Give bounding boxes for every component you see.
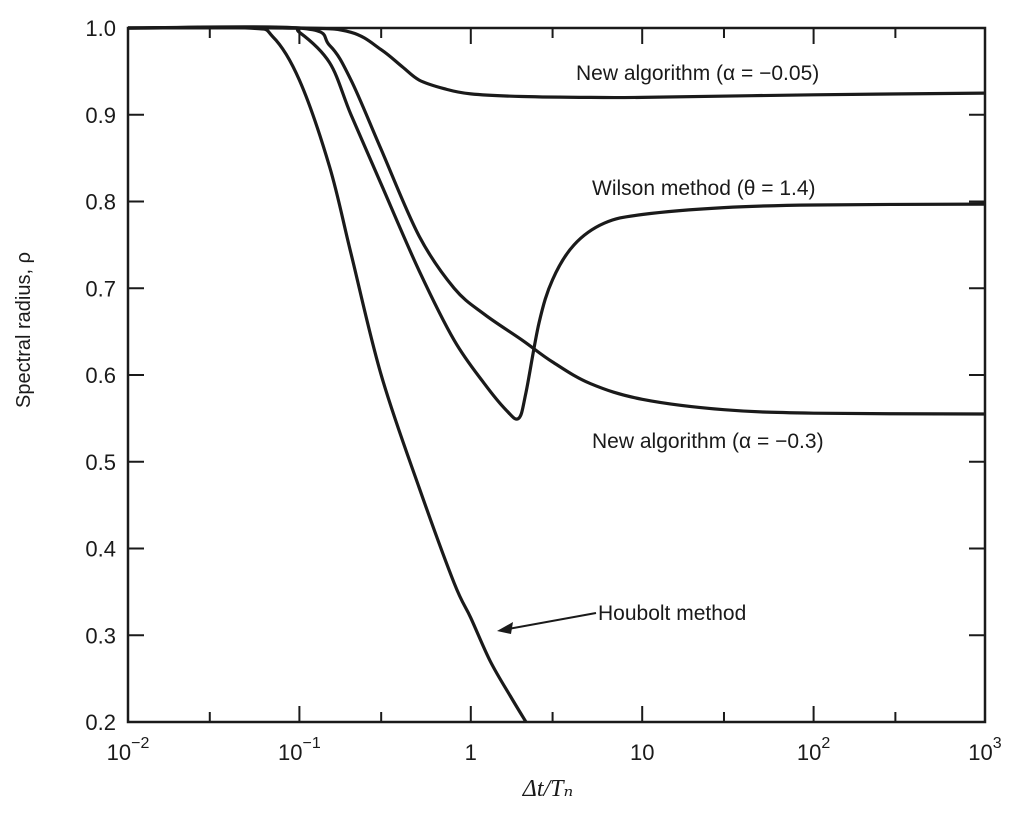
x-tick-base: 10 <box>630 740 654 765</box>
x-tick-base: 10 <box>278 740 302 765</box>
plot-frame <box>126 26 987 724</box>
series-annotation: New algorithm (α = −0.3) <box>592 430 824 453</box>
x-ticks: 10−2 10−1 1 10 102 103 <box>107 28 1002 765</box>
series-new-algorithm-alpha-03 <box>127 25 986 416</box>
y-tick-label: 0.8 <box>85 190 116 215</box>
x-axis-label: Δt/Tₙ <box>522 776 574 802</box>
y-axis-label: Spectral radius, ρ <box>13 252 35 408</box>
y-ticks: 0.2 0.3 0.4 0.5 0.6 0.7 0.8 0.9 1.0 <box>85 16 985 735</box>
x-tick-label: 1 <box>465 740 477 765</box>
y-tick-label: 0.4 <box>85 537 116 562</box>
series-layer <box>127 25 986 723</box>
x-tick-label: 10 <box>630 740 654 765</box>
x-tick-base: 10 <box>968 740 992 765</box>
houbolt-pointer-line <box>507 612 597 630</box>
series-wilson-method <box>127 26 986 421</box>
annotation-layer: New algorithm (α = −0.05) Wilson method (… <box>497 62 824 634</box>
y-tick-label: 0.5 <box>85 450 116 475</box>
y-tick-label: 1.0 <box>85 16 116 41</box>
y-tick-label: 0.6 <box>85 363 116 388</box>
y-tick-label: 0.9 <box>85 103 116 128</box>
series-annotation: Houbolt method <box>598 602 746 625</box>
x-tick-exponent: 2 <box>821 735 830 752</box>
x-tick-exponent: 3 <box>993 735 1002 752</box>
x-tick-label: 10−2 <box>107 735 150 765</box>
x-tick-base: 10 <box>797 740 821 765</box>
x-tick-label: 103 <box>968 735 1001 765</box>
x-tick-exponent: −2 <box>131 735 149 752</box>
series-annotation: New algorithm (α = −0.05) <box>576 62 819 85</box>
x-tick-label: 102 <box>797 735 830 765</box>
x-tick-exponent: −1 <box>303 735 321 752</box>
y-tick-label: 0.3 <box>85 623 116 648</box>
y-tick-label: 0.2 <box>85 710 116 735</box>
series-annotation: Wilson method (θ = 1.4) <box>592 177 816 200</box>
series-houbolt-method <box>127 25 528 723</box>
series-new-algorithm-alpha-005 <box>127 26 986 100</box>
x-tick-base: 10 <box>107 740 131 765</box>
x-tick-label: 10−1 <box>278 735 321 765</box>
x-tick-base: 1 <box>465 740 477 765</box>
houbolt-pointer-arrowhead <box>497 622 513 634</box>
y-tick-label: 0.7 <box>85 276 116 301</box>
